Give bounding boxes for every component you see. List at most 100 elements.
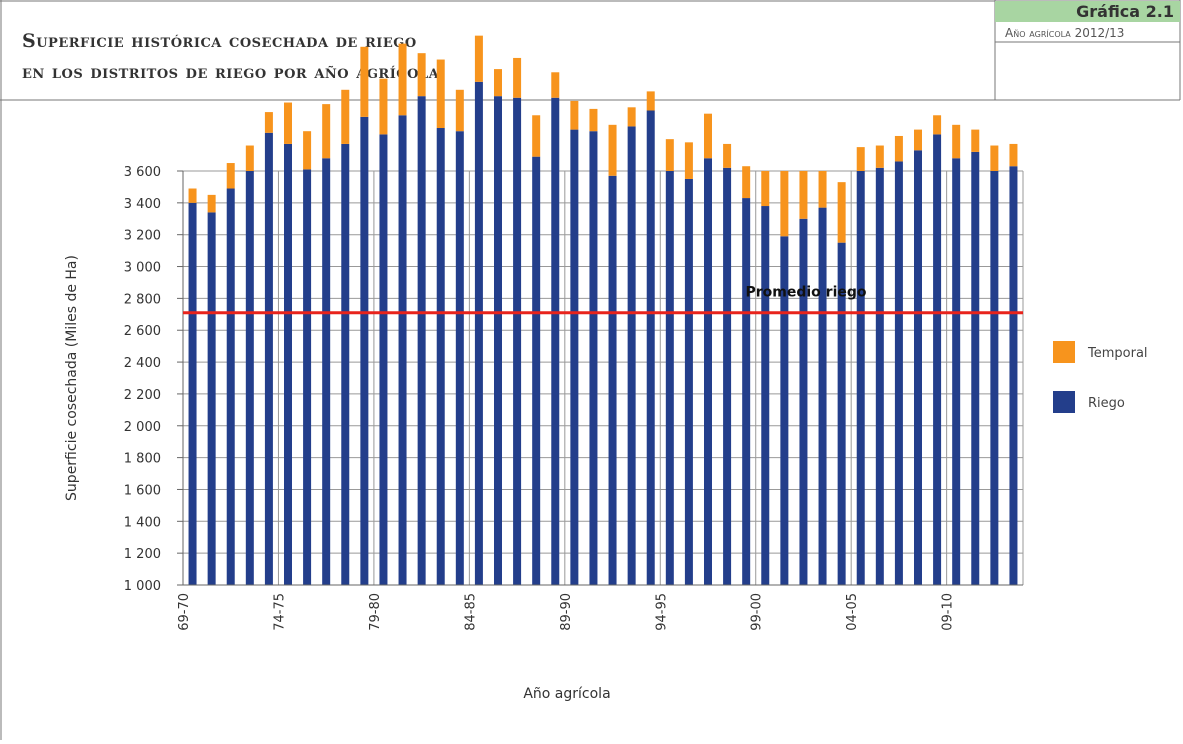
y-tick-label: 1 600 bbox=[124, 483, 161, 498]
header-title: en los distritos de riego por año agríco… bbox=[22, 61, 440, 83]
bar-segment bbox=[455, 131, 464, 585]
bar-segment bbox=[646, 110, 655, 585]
bar-segment bbox=[818, 207, 827, 585]
bar-segment bbox=[780, 171, 789, 237]
bar-segment bbox=[245, 171, 254, 585]
bar-segment bbox=[264, 132, 273, 586]
bar-segment bbox=[875, 167, 884, 586]
bar-segment bbox=[207, 212, 216, 585]
bar-segment bbox=[608, 175, 617, 585]
x-axis-label: Año agrícola bbox=[523, 686, 610, 702]
bar-segment bbox=[360, 116, 369, 585]
bar-segment bbox=[952, 124, 961, 159]
bar-segment bbox=[761, 206, 770, 585]
bar-segment bbox=[474, 35, 483, 82]
bar-segment bbox=[646, 91, 655, 111]
bar-segment bbox=[742, 166, 751, 199]
bar-segment bbox=[799, 171, 808, 219]
x-tick-label: 84-85 bbox=[463, 593, 478, 631]
bar-segment bbox=[627, 126, 636, 586]
bar-segment bbox=[665, 171, 674, 585]
y-tick-label: 2 600 bbox=[124, 324, 161, 339]
bar-segment bbox=[952, 158, 961, 585]
bar-segment bbox=[589, 108, 598, 132]
bar-segment bbox=[188, 188, 197, 203]
bar-segment bbox=[627, 107, 636, 127]
bar-segment bbox=[245, 145, 254, 171]
bar-segment bbox=[933, 134, 942, 585]
bar-segment bbox=[226, 163, 235, 189]
x-tick-label: 89-90 bbox=[559, 593, 574, 631]
bar-segment bbox=[551, 97, 560, 585]
bar-segment bbox=[513, 97, 522, 585]
bar-segment bbox=[417, 96, 426, 586]
bar-segment bbox=[532, 115, 541, 157]
header-subtitle: Año agrícola 2012/13 bbox=[1005, 26, 1124, 40]
bar-segment bbox=[704, 113, 712, 159]
bar-segment bbox=[284, 143, 292, 585]
bar-segment bbox=[494, 96, 502, 586]
bar-segment bbox=[856, 171, 865, 585]
bar-segment bbox=[322, 104, 331, 159]
bar-segment bbox=[322, 158, 331, 585]
x-tick-label: 69-70 bbox=[177, 593, 192, 631]
x-tick-label: 04-05 bbox=[845, 593, 860, 631]
bar-segment bbox=[837, 182, 846, 243]
legend-swatch bbox=[1053, 341, 1075, 363]
bar-segment bbox=[742, 198, 751, 586]
bar-segment bbox=[398, 115, 407, 586]
bar-segment bbox=[570, 129, 579, 585]
x-tick-label: 74-75 bbox=[272, 593, 287, 631]
badge-bg bbox=[995, 1, 1180, 22]
header-title: Superficie histórica cosechada de riego bbox=[22, 30, 417, 52]
x-tick-label: 79-80 bbox=[368, 593, 383, 631]
bar-segment bbox=[761, 171, 770, 207]
bar-segment bbox=[436, 128, 445, 585]
bar-segment bbox=[589, 131, 598, 585]
bar-segment bbox=[513, 57, 522, 98]
bar-segment bbox=[933, 115, 942, 135]
bar-segment bbox=[704, 158, 712, 585]
bar-segment bbox=[608, 124, 617, 176]
x-tick-label: 94-95 bbox=[654, 593, 669, 631]
legend-label: Temporal bbox=[1087, 346, 1148, 361]
legend-swatch bbox=[1053, 391, 1075, 413]
average-label: Promedio riego bbox=[745, 285, 866, 301]
y-tick-label: 2 400 bbox=[124, 356, 161, 371]
bar-segment bbox=[799, 218, 808, 585]
bar-segment bbox=[341, 143, 350, 585]
bar-segment bbox=[1009, 166, 1018, 585]
bar-segment bbox=[914, 129, 922, 151]
bar-segment bbox=[226, 188, 235, 585]
bar-segment bbox=[455, 89, 464, 132]
bar-segment bbox=[1009, 143, 1018, 167]
x-tick-label: 99-00 bbox=[750, 593, 765, 631]
bar-segment bbox=[684, 142, 693, 179]
bar-segment bbox=[914, 150, 922, 586]
bar-segment bbox=[398, 43, 407, 116]
y-tick-label: 3 200 bbox=[124, 229, 161, 244]
bar-segment bbox=[894, 135, 903, 162]
bar-segment bbox=[990, 145, 999, 171]
bar-segment bbox=[284, 102, 292, 144]
legend-label: Riego bbox=[1088, 396, 1125, 411]
bar-segment bbox=[990, 171, 999, 585]
bar-segment bbox=[894, 161, 903, 585]
bar-segment bbox=[474, 81, 483, 585]
bar-segment bbox=[303, 131, 312, 170]
y-tick-label: 3 600 bbox=[124, 165, 161, 180]
bar-segment bbox=[264, 112, 273, 133]
y-tick-label: 2 000 bbox=[124, 420, 161, 435]
y-axis-label: Superficie cosechada (Miles de Ha) bbox=[64, 255, 80, 501]
y-tick-label: 1 400 bbox=[124, 515, 161, 530]
bar-segment bbox=[494, 69, 502, 97]
bar-segment bbox=[379, 134, 388, 585]
bar-segment bbox=[971, 151, 980, 585]
bar-segment bbox=[570, 100, 579, 130]
bar-segment bbox=[875, 145, 884, 168]
y-tick-label: 1 200 bbox=[124, 547, 161, 562]
bar-segment bbox=[856, 147, 865, 171]
bar-segment bbox=[723, 143, 732, 168]
